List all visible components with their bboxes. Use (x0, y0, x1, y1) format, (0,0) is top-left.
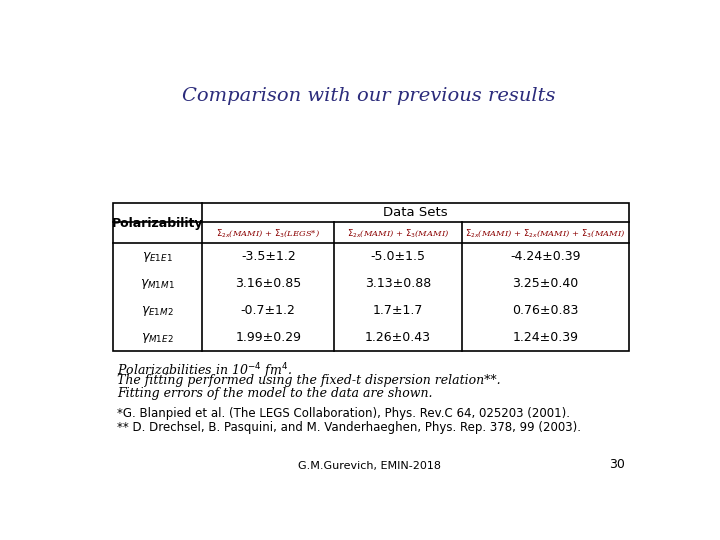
Text: 3.25±0.40: 3.25±0.40 (512, 278, 578, 291)
Text: $\Sigma_{2x}$(MAMI) + $\Sigma_3$(LEGS*): $\Sigma_{2x}$(MAMI) + $\Sigma_3$(LEGS*) (216, 227, 320, 239)
Text: 1.24±0.39: 1.24±0.39 (513, 331, 578, 345)
Text: -4.24±0.39: -4.24±0.39 (510, 251, 580, 264)
Text: $\Sigma_{2x}$(MAMI) + $\Sigma_3$(MAMI): $\Sigma_{2x}$(MAMI) + $\Sigma_3$(MAMI) (347, 227, 449, 239)
Text: The fitting performed using the fixed-t dispersion relation**.: The fitting performed using the fixed-t … (117, 374, 500, 387)
Text: -3.5±1.2: -3.5±1.2 (241, 251, 296, 264)
Text: $\gamma_{M1E2}$: $\gamma_{M1E2}$ (142, 331, 174, 345)
Text: Fitting errors of the model to the data are shown.: Fitting errors of the model to the data … (117, 387, 433, 401)
Text: $\gamma_{E1E1}$: $\gamma_{E1E1}$ (143, 250, 174, 264)
Text: Data Sets: Data Sets (383, 206, 448, 219)
Text: *G. Blanpied et al. (The LEGS Collaboration), Phys. Rev.C 64, 025203 (2001).: *G. Blanpied et al. (The LEGS Collaborat… (117, 408, 570, 421)
Text: Comparison with our previous results: Comparison with our previous results (182, 86, 556, 105)
Text: 1.99±0.29: 1.99±0.29 (235, 331, 301, 345)
Text: 1.7±1.7: 1.7±1.7 (373, 305, 423, 318)
Text: $\gamma_{E1M2}$: $\gamma_{E1M2}$ (142, 304, 174, 318)
Text: $\gamma_{M1M1}$: $\gamma_{M1M1}$ (140, 277, 175, 291)
Text: 30: 30 (609, 458, 625, 471)
Text: -5.0±1.5: -5.0±1.5 (371, 251, 426, 264)
Text: G.M.Gurevich, EMIN-2018: G.M.Gurevich, EMIN-2018 (297, 461, 441, 471)
Text: 3.13±0.88: 3.13±0.88 (365, 278, 431, 291)
Text: ** D. Drechsel, B. Pasquini, and M. Vanderhaeghen, Phys. Rep. 378, 99 (2003).: ** D. Drechsel, B. Pasquini, and M. Vand… (117, 421, 581, 434)
Text: Polarizability: Polarizability (112, 217, 204, 230)
Text: 0.76±0.83: 0.76±0.83 (512, 305, 578, 318)
Bar (113, 204, 629, 351)
Text: 1.26±0.43: 1.26±0.43 (365, 331, 431, 345)
Text: -0.7±1.2: -0.7±1.2 (240, 305, 296, 318)
Text: 3.16±0.85: 3.16±0.85 (235, 278, 302, 291)
Text: Polarizabilities in 10$^{-4}$ fm$^4$.: Polarizabilities in 10$^{-4}$ fm$^4$. (117, 361, 292, 381)
Text: $\Sigma_{2x}$(MAMI) + $\Sigma_{2x}$(MAMI) + $\Sigma_3$(MAMI): $\Sigma_{2x}$(MAMI) + $\Sigma_{2x}$(MAMI… (465, 227, 626, 239)
